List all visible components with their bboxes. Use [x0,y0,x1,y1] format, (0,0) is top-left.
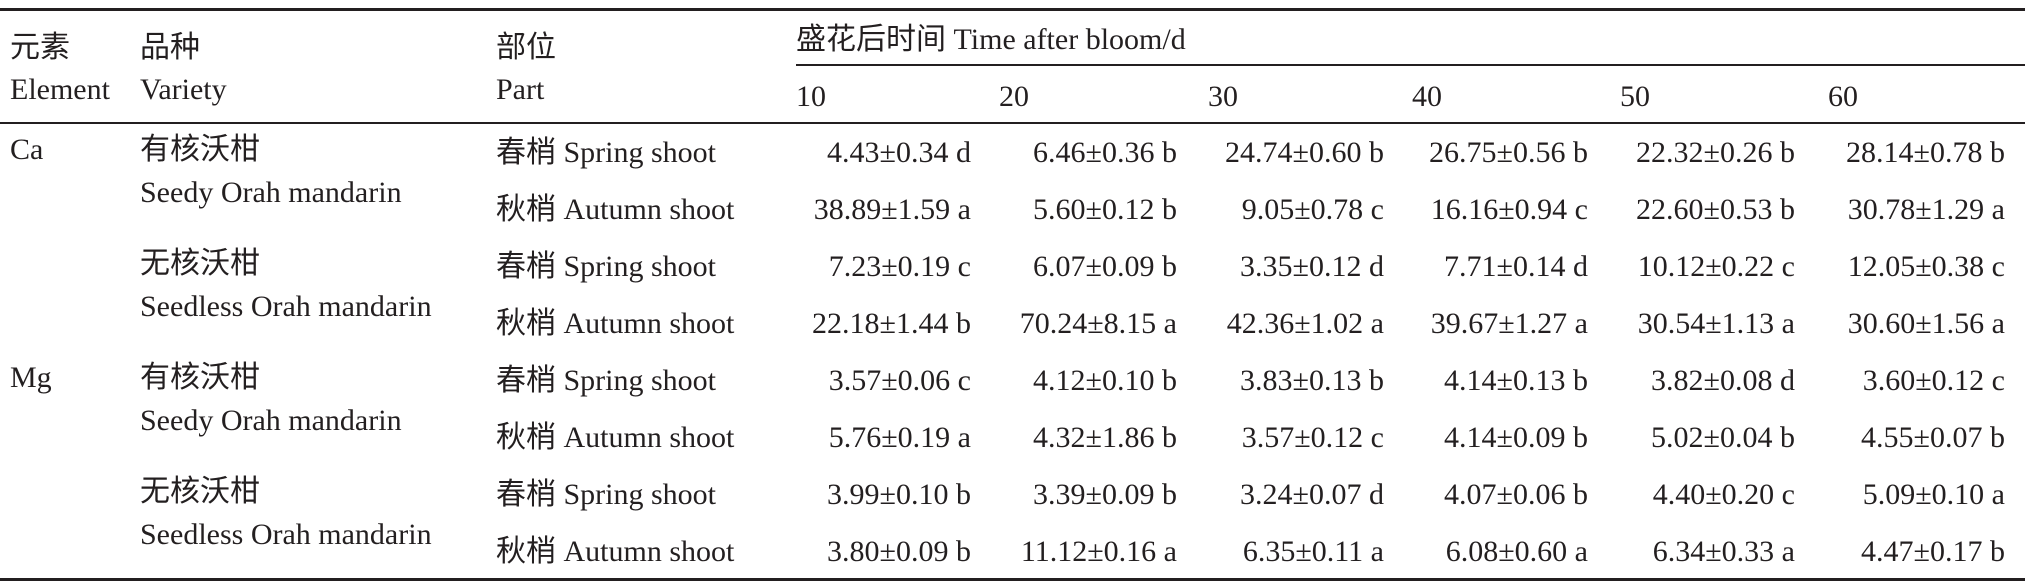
table-cell: 5.76±0.19 a [828,421,971,454]
table-cell: 22.60±0.53 b [1636,193,1795,226]
table-cell: 5.60±0.12 b [1033,193,1177,226]
table-cell: 7.23±0.19 c [828,250,971,283]
table-cell: 4.40±0.20 c [1652,478,1795,511]
part-label: 秋梢 Autumn shoot [496,421,735,454]
part-label: 春梢 Spring shoot [496,478,717,511]
table-cell: 10.12±0.22 c [1637,250,1795,283]
header-day-1: 20 [999,80,1029,113]
header-bottom-rule [0,122,2025,124]
table-cell: 16.16±0.94 c [1430,193,1588,226]
table-cell: 4.55±0.07 b [1861,421,2005,454]
header-element-zh: 元素 [10,31,70,64]
part-label: 秋梢 Autumn shoot [496,535,735,568]
part-label: 春梢 Spring shoot [496,250,717,283]
element-label: Ca [10,133,44,166]
table-cell: 39.67±1.27 a [1430,307,1588,340]
part-label: 秋梢 Autumn shoot [496,193,735,226]
table-cell: 3.82±0.08 d [1651,364,1795,397]
time-span-rule [796,64,2025,66]
variety-label-en: Seedless Orah mandarin [140,290,432,323]
table-cell: 3.99±0.10 b [827,478,971,511]
table-cell: 3.80±0.09 b [827,535,971,568]
variety-label-zh: 有核沃柑 [140,361,260,394]
part-label: 春梢 Spring shoot [496,136,717,169]
header-part-en: Part [496,73,545,106]
table-cell: 4.47±0.17 b [1861,535,2005,568]
table-cell: 22.32±0.26 b [1636,136,1795,169]
table-cell: 6.08±0.60 a [1445,535,1588,568]
header-day-3: 40 [1412,80,1442,113]
table-cell: 26.75±0.56 b [1429,136,1588,169]
header-variety-zh: 品种 [140,31,200,64]
header-day-0: 10 [796,80,826,113]
header-part-zh: 部位 [496,31,556,64]
table-cell: 6.34±0.33 a [1652,535,1795,568]
table-cell: 30.60±1.56 a [1847,307,2005,340]
table-cell: 6.46±0.36 b [1033,136,1177,169]
header-element-en: Element [10,73,110,106]
part-label: 春梢 Spring shoot [496,364,717,397]
table-cell: 4.32±1.86 b [1033,421,1177,454]
table-cell: 4.43±0.34 d [827,136,971,169]
table-cell: 6.35±0.11 a [1242,535,1384,568]
table-cell: 4.14±0.09 b [1444,421,1588,454]
table-cell: 28.14±0.78 b [1846,136,2005,169]
header-day-4: 50 [1620,80,1650,113]
table-cell: 7.71±0.14 d [1444,250,1588,283]
header-variety-en: Variety [140,73,227,106]
table-cell: 30.78±1.29 a [1847,193,2005,226]
variety-label-en: Seedy Orah mandarin [140,404,402,437]
variety-label-zh: 有核沃柑 [140,133,260,166]
table-cell: 70.24±8.15 a [1019,307,1177,340]
table-cell: 5.09±0.10 a [1862,478,2005,511]
table-cell: 3.39±0.09 b [1033,478,1177,511]
table-cell: 3.57±0.06 c [828,364,971,397]
variety-label-en: Seedless Orah mandarin [140,518,432,551]
variety-label-zh: 无核沃柑 [140,247,260,280]
table-cell: 9.05±0.78 c [1241,193,1384,226]
table-cell: 3.35±0.12 d [1240,250,1384,283]
table-cell: 5.02±0.04 b [1651,421,1795,454]
variety-label-en: Seedy Orah mandarin [140,176,402,209]
header-day-5: 60 [1828,80,1858,113]
table-cell: 11.12±0.16 a [1020,535,1177,568]
table-cell: 42.36±1.02 a [1226,307,1384,340]
header-day-2: 30 [1208,80,1238,113]
table-cell: 12.05±0.38 c [1847,250,2005,283]
table-cell: 3.57±0.12 c [1241,421,1384,454]
table-cell: 3.60±0.12 c [1862,364,2005,397]
element-label: Mg [10,361,52,394]
table-cell: 6.07±0.09 b [1033,250,1177,283]
table-cell: 4.07±0.06 b [1444,478,1588,511]
variety-label-zh: 无核沃柑 [140,475,260,508]
table-cell: 24.74±0.60 b [1225,136,1384,169]
header-time-after-bloom: 盛花后时间 Time after bloom/d [796,23,1186,56]
table-bottom-rule [0,578,2025,581]
table-cell: 4.12±0.10 b [1033,364,1177,397]
table-cell: 3.83±0.13 b [1240,364,1384,397]
table-cell: 4.14±0.13 b [1444,364,1588,397]
part-label: 秋梢 Autumn shoot [496,307,735,340]
table-cell: 30.54±1.13 a [1637,307,1795,340]
table-top-rule [0,8,2025,11]
table-cell: 3.24±0.07 d [1240,478,1384,511]
table-cell: 22.18±1.44 b [812,307,971,340]
table-cell: 38.89±1.59 a [813,193,971,226]
